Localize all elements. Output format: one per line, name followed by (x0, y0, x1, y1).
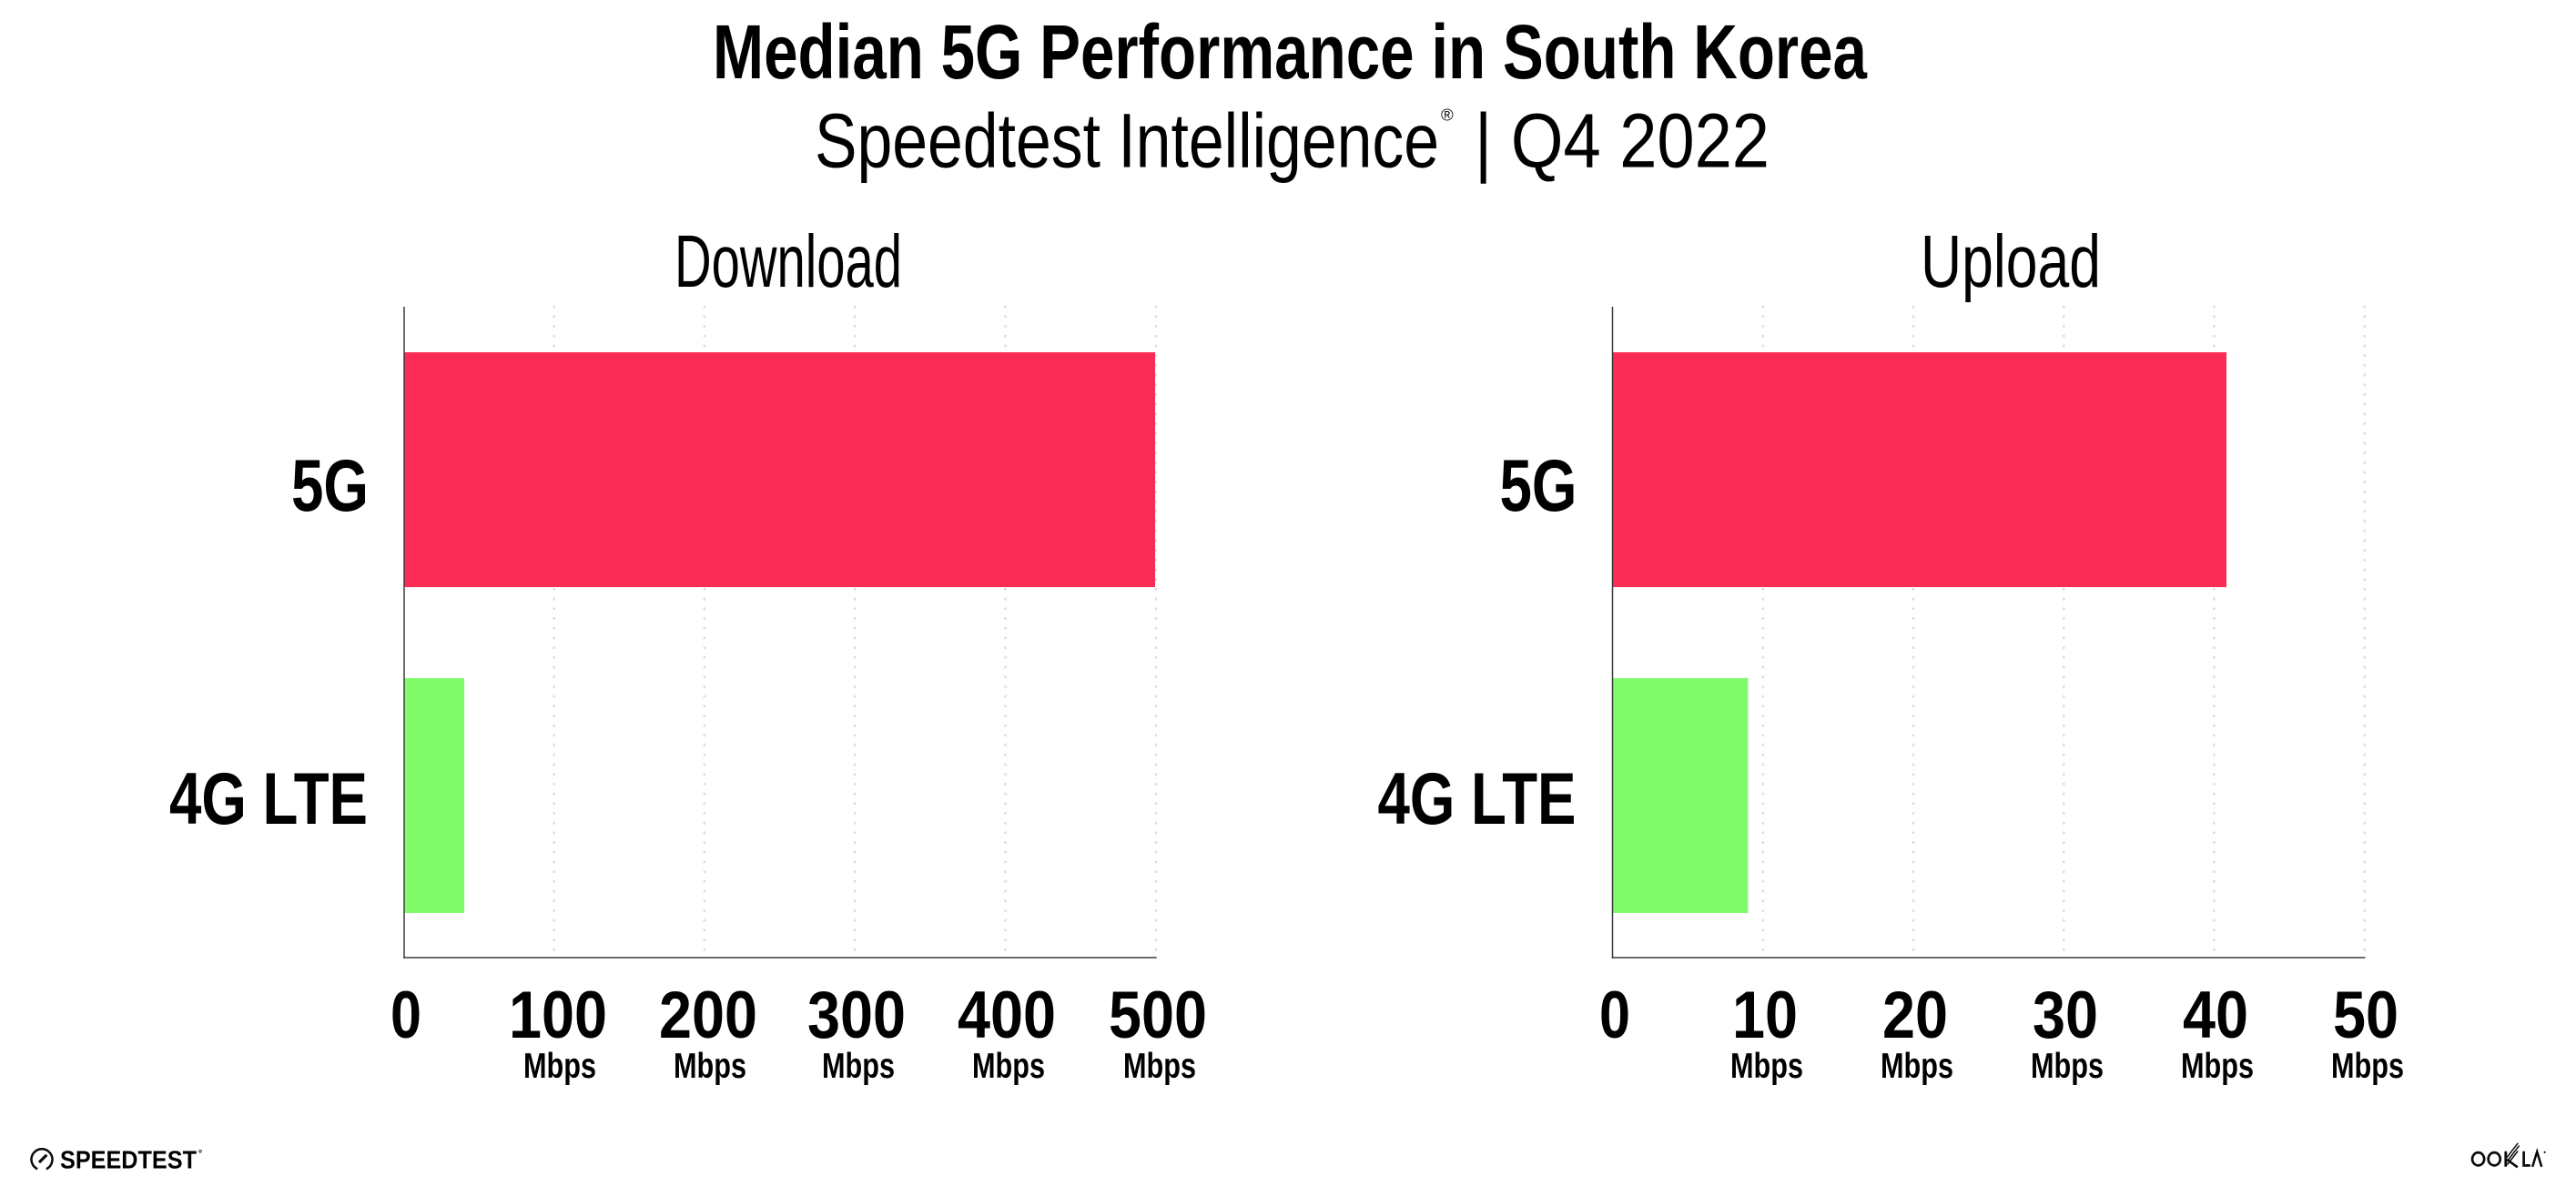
svg-text:Mbps: Mbps (822, 1047, 895, 1086)
svg-text:10: 10 (1732, 979, 1798, 1052)
svg-text:300: 300 (807, 979, 906, 1052)
svg-text:Median 5G Performance in South: Median 5G Performance in South Korea (713, 9, 1868, 95)
svg-text:5G: 5G (1500, 445, 1577, 527)
svg-text:0: 0 (1599, 979, 1630, 1052)
svg-text:Mbps: Mbps (2331, 1047, 2404, 1086)
svg-text:Download: Download (674, 220, 902, 303)
svg-text:200: 200 (659, 979, 757, 1052)
svg-text:500: 500 (1109, 979, 1207, 1052)
svg-text:Mbps: Mbps (523, 1047, 596, 1086)
svg-text:Mbps: Mbps (972, 1047, 1045, 1086)
svg-text:Mbps: Mbps (2031, 1047, 2104, 1086)
svg-text:4G LTE: 4G LTE (169, 758, 368, 840)
svg-text:400: 400 (958, 979, 1056, 1052)
svg-text:SPEEDTEST: SPEEDTEST (60, 1145, 197, 1173)
svg-text:0: 0 (390, 979, 421, 1052)
svg-text:Mbps: Mbps (674, 1047, 746, 1086)
svg-text:Upload: Upload (1921, 220, 2101, 303)
svg-text:Mbps: Mbps (1881, 1047, 1953, 1086)
svg-text:| Q4 2022: | Q4 2022 (1475, 98, 1770, 184)
svg-text:20: 20 (1882, 979, 1948, 1052)
svg-text:30: 30 (2033, 979, 2098, 1052)
svg-text:Mbps: Mbps (1123, 1047, 1196, 1086)
svg-text:®: ® (1441, 106, 1454, 125)
svg-text:50: 50 (2333, 979, 2399, 1052)
svg-text:Speedtest Intelligence: Speedtest Intelligence (815, 98, 1439, 184)
svg-text:40: 40 (2183, 979, 2248, 1052)
svg-text:Mbps: Mbps (2181, 1047, 2254, 1086)
svg-text:100: 100 (509, 979, 607, 1052)
svg-text:5G: 5G (291, 445, 369, 527)
svg-text:4G LTE: 4G LTE (1378, 758, 1577, 840)
svg-text:Mbps: Mbps (1730, 1047, 1803, 1086)
